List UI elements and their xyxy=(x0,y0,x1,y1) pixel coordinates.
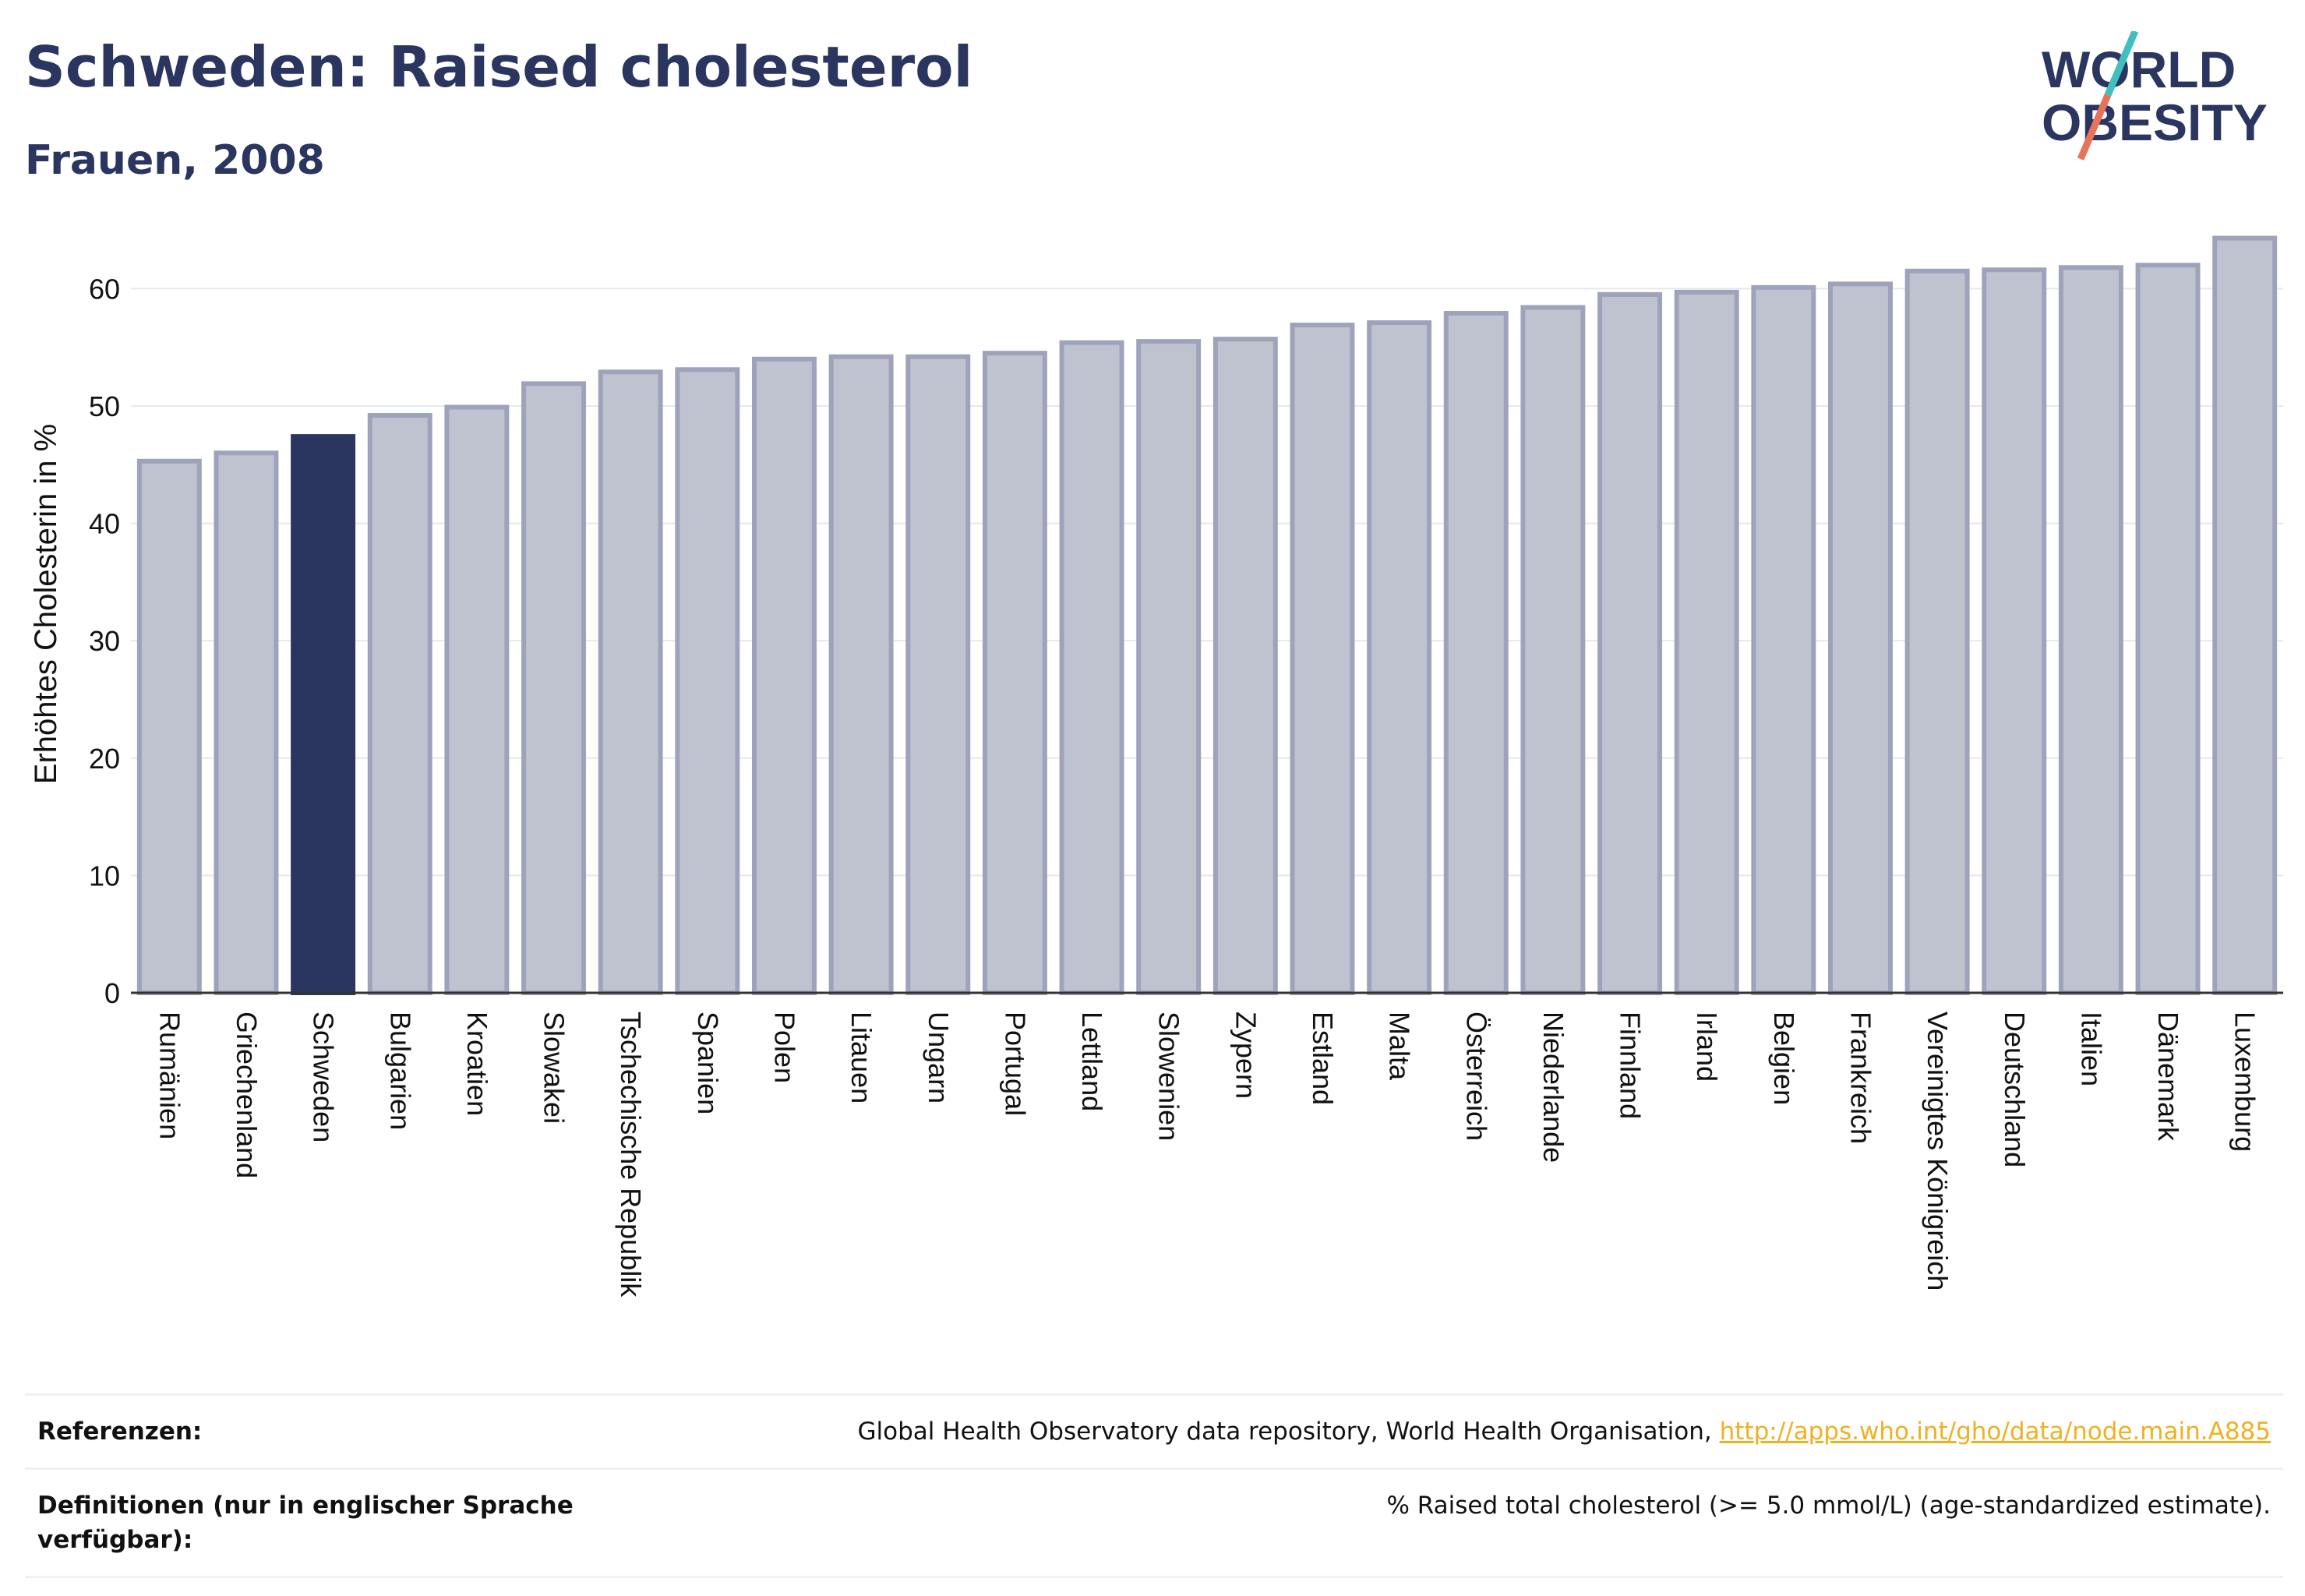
x-tick-label: Zypern xyxy=(1230,1012,1262,1099)
bar-22 xyxy=(1827,281,1893,995)
definitions-row: Definitionen (nur in englischer Sprache … xyxy=(25,1467,2283,1578)
x-tick-label: Ungarn xyxy=(923,1012,955,1103)
bars xyxy=(136,235,2278,996)
x-tick-label: Belgien xyxy=(1768,1012,1800,1105)
x-tick-label: Österreich xyxy=(1460,1012,1492,1141)
y-tick-label: 20 xyxy=(89,743,120,775)
x-tick-label: Griechenland xyxy=(231,1012,263,1178)
bar-3 xyxy=(367,413,432,995)
logo-text-world: WORLD xyxy=(2042,41,2236,98)
y-tick-label: 0 xyxy=(104,977,120,1009)
bar-5 xyxy=(521,381,587,995)
x-tick-label: Luxemburg xyxy=(2229,1012,2261,1152)
bar-14 xyxy=(1213,337,1278,995)
x-tick-label: Lettland xyxy=(1076,1012,1108,1111)
bar-20 xyxy=(1674,289,1739,995)
x-tick-label: Kroatien xyxy=(461,1012,493,1116)
x-tick-label: Niederlande xyxy=(1537,1012,1569,1163)
x-tick-labels: Rumänien Griechenland Schweden Bulgarien Kro… xyxy=(154,1012,2261,1298)
logo-text-obesity: OBESITY xyxy=(2042,94,2268,151)
x-tick-label: Finnland xyxy=(1615,1012,1647,1119)
x-tick-label: Spanien xyxy=(692,1012,724,1114)
x-tick-label: Rumänien xyxy=(154,1012,185,1139)
bar-12 xyxy=(1059,340,1124,996)
bar-13 xyxy=(1136,339,1202,995)
references-row: Referenzen: Global Health Observatory da… xyxy=(25,1393,2283,1467)
bar-27 xyxy=(2212,235,2278,995)
x-tick-label: Italien xyxy=(2075,1012,2107,1086)
y-tick-label: 60 xyxy=(89,273,120,305)
x-tick-label: Litauen xyxy=(845,1012,877,1103)
y-tick-label: 10 xyxy=(89,860,120,892)
bar-21 xyxy=(1751,284,1816,995)
bar-11 xyxy=(982,351,1047,995)
x-tick-label: Bulgarien xyxy=(384,1012,416,1130)
x-tick-label: Frankreich xyxy=(1844,1012,1876,1144)
bar-8 xyxy=(751,356,817,995)
definitions-label: Definitionen (nur in englischer Sprache … xyxy=(37,1492,574,1554)
y-tick-label: 40 xyxy=(89,508,120,540)
bar-23 xyxy=(1904,268,1970,996)
references-label: Referenzen: xyxy=(37,1418,203,1446)
bar-chart: 0 10 20 30 40 50 60 Rumänien Griechenland Schwed… xyxy=(29,235,2283,1298)
bar-9 xyxy=(828,354,894,995)
bar-25 xyxy=(2058,265,2123,996)
bar-2 xyxy=(291,434,356,995)
y-tick-label: 30 xyxy=(89,625,120,657)
chart-title: Schweden: Raised cholesterol xyxy=(25,34,973,100)
references-text: Global Health Observatory data repositor… xyxy=(857,1418,1720,1446)
bar-1 xyxy=(214,450,279,995)
bar-26 xyxy=(2135,263,2201,995)
x-tick-label: Dänemark xyxy=(2152,1012,2184,1142)
bar-6 xyxy=(598,369,663,995)
bar-0 xyxy=(136,458,202,995)
bar-15 xyxy=(1290,323,1355,995)
logo-slash-bottom xyxy=(2077,94,2112,161)
bar-24 xyxy=(1982,267,2047,995)
x-tick-label: Irland xyxy=(1691,1012,1723,1082)
y-axis-label: Erhöhtes Cholesterin in % xyxy=(29,424,63,784)
bar-4 xyxy=(444,404,510,995)
x-tick-label: Portugal xyxy=(999,1012,1031,1116)
chart-subtitle: Frauen, 2008 xyxy=(25,137,325,184)
y-tick-labels: 0 10 20 30 40 50 60 xyxy=(89,273,120,1009)
x-tick-label: Polen xyxy=(768,1012,800,1083)
x-tick-label: Schweden xyxy=(308,1012,340,1142)
x-tick-label: Slowakei xyxy=(538,1012,570,1124)
bar-18 xyxy=(1520,305,1586,995)
x-tick-label: Slowenien xyxy=(1153,1012,1185,1141)
x-tick-label: Malta xyxy=(1384,1012,1416,1081)
bar-19 xyxy=(1597,291,1663,996)
y-tick-label: 50 xyxy=(89,390,120,422)
x-tick-label: Vereinigtes Königreich xyxy=(1922,1012,1954,1291)
x-tick-label: Estland xyxy=(1307,1012,1339,1105)
world-obesity-logo: WORLD OBESITY xyxy=(2042,31,2268,161)
bar-16 xyxy=(1367,320,1432,996)
definitions-value: % Raised total cholesterol (>= 5.0 mmol/… xyxy=(1386,1492,2271,1520)
references-table: Referenzen: Global Health Observatory da… xyxy=(25,1393,2283,1578)
logo-slash-top xyxy=(2104,31,2139,97)
bar-17 xyxy=(1443,310,1509,995)
references-value: Global Health Observatory data repositor… xyxy=(858,1414,2271,1449)
bar-7 xyxy=(675,367,740,996)
x-tick-label: Deutschland xyxy=(1999,1012,2031,1167)
x-tick-label: Tschechische Republik xyxy=(615,1012,647,1298)
bar-10 xyxy=(905,354,971,995)
references-link[interactable]: http://apps.who.int/gho/data/node.main.A… xyxy=(1719,1418,2271,1446)
